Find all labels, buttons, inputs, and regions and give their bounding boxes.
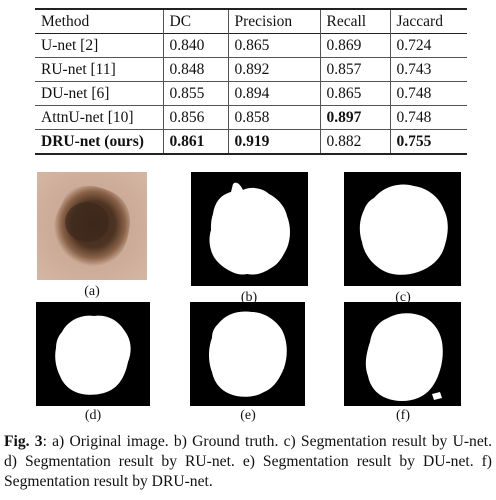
panel-e-dunet-result xyxy=(190,302,305,406)
table-row: DU-net [6] 0.855 0.894 0.865 0.748 xyxy=(35,81,467,106)
precision-cell: 0.865 xyxy=(227,33,320,58)
dc-cell: 0.840 xyxy=(162,33,228,58)
column-header-precision: Precision xyxy=(227,9,320,34)
table-header-row: Method DC Precision Recall Jaccard xyxy=(35,9,467,34)
caption-text: : a) Original image. b) Ground truth. c)… xyxy=(4,433,492,490)
panel-label-d: (d) xyxy=(84,408,102,423)
method-cell: DU-net [6] xyxy=(41,84,110,102)
panel-d-runet-result xyxy=(36,302,150,406)
mask-f xyxy=(344,302,461,406)
recall-cell-best: 0.897 xyxy=(319,105,390,130)
jaccard-cell: 0.748 xyxy=(389,81,467,106)
mask-d xyxy=(36,302,150,406)
panel-label-c: (c) xyxy=(395,290,411,305)
recall-cell: 0.869 xyxy=(319,33,390,58)
figure-label: Fig. 3 xyxy=(4,433,43,450)
precision-cell: 0.858 xyxy=(227,105,320,130)
lesion-photo xyxy=(37,172,147,280)
dc-cell-best: 0.861 xyxy=(162,129,228,154)
column-header-jaccard: Jaccard xyxy=(389,9,467,34)
jaccard-cell: 0.748 xyxy=(389,105,467,130)
dc-cell: 0.848 xyxy=(162,57,228,82)
panel-b-ground-truth xyxy=(191,172,308,286)
table-row: U-net [2] 0.840 0.865 0.869 0.724 xyxy=(35,33,467,58)
column-header-recall: Recall xyxy=(319,9,390,34)
precision-cell: 0.894 xyxy=(227,81,320,106)
panel-label-e: (e) xyxy=(240,408,256,423)
column-header-method: Method xyxy=(41,12,90,30)
panel-f-drunet-result xyxy=(344,302,461,406)
precision-cell-best: 0.919 xyxy=(227,129,320,154)
table-row: AttnU-net [10] 0.856 0.858 0.897 0.748 xyxy=(35,105,467,130)
jaccard-cell-best: 0.755 xyxy=(389,129,467,154)
mask-e xyxy=(190,302,305,406)
panel-c-unet-result xyxy=(344,172,461,286)
dc-cell: 0.855 xyxy=(162,81,228,106)
method-cell: U-net [2] xyxy=(41,36,99,54)
recall-cell: 0.882 xyxy=(319,129,390,154)
table-row: DRU-net (ours) 0.861 0.919 0.882 0.755 xyxy=(35,129,467,154)
method-cell: AttnU-net [10] xyxy=(41,108,134,126)
method-cell-ours: DRU-net (ours) xyxy=(41,132,144,150)
jaccard-cell: 0.724 xyxy=(389,33,467,58)
column-header-dc: DC xyxy=(162,9,228,34)
dc-cell: 0.856 xyxy=(162,105,228,130)
panel-label-b: (b) xyxy=(240,290,258,305)
panel-label-a: (a) xyxy=(84,284,100,299)
recall-cell: 0.865 xyxy=(319,81,390,106)
panel-label-f: (f) xyxy=(396,408,410,423)
results-table: Method DC Precision Recall Jaccard U-net… xyxy=(35,8,467,155)
recall-cell: 0.857 xyxy=(319,57,390,82)
jaccard-cell: 0.743 xyxy=(389,57,467,82)
table-row: RU-net [11] 0.848 0.892 0.857 0.743 xyxy=(35,57,467,82)
figure-caption: Fig. 3: a) Original image. b) Ground tru… xyxy=(4,432,492,492)
method-cell: RU-net [11] xyxy=(41,60,116,78)
mask-b xyxy=(191,172,308,286)
panel-a-original-image xyxy=(37,172,147,280)
precision-cell: 0.892 xyxy=(227,57,320,82)
mask-c xyxy=(344,172,461,286)
